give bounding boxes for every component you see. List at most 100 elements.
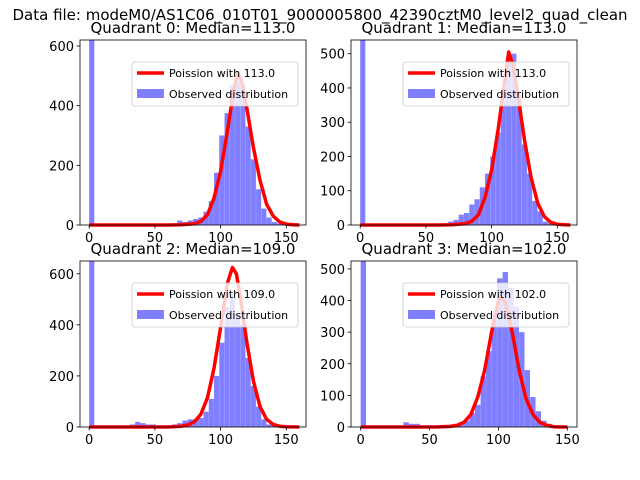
histogram-bar	[229, 294, 235, 427]
legend-patch-swatch	[408, 310, 435, 319]
legend-label-observed: Observed distribution	[169, 309, 288, 322]
x-tick-label: 150	[545, 231, 570, 246]
legend-patch-swatch	[137, 89, 164, 98]
histogram-bar	[513, 306, 519, 427]
histogram-bar	[486, 351, 492, 427]
subplot-title: Quadrant 1: Median=113.0	[362, 19, 567, 37]
legend-label-observed: Observed distribution	[440, 309, 559, 322]
histogram-bar	[464, 213, 470, 225]
axes-frame	[350, 260, 578, 428]
histogram-bar	[542, 221, 548, 225]
x-tick-label: 50	[418, 231, 435, 246]
histogram-bar	[490, 156, 496, 225]
histogram-bar	[464, 420, 470, 427]
axes-frame	[79, 39, 307, 226]
histogram-bar	[208, 398, 214, 427]
histogram-bar	[256, 189, 262, 225]
histogram-bar	[198, 418, 204, 427]
histogram-bar	[403, 422, 409, 427]
histogram-bar	[537, 211, 543, 225]
x-tick-label: 100	[479, 231, 504, 246]
axes-frame	[79, 260, 307, 428]
histogram-bar	[491, 313, 497, 427]
legend-patch-swatch	[408, 89, 435, 98]
subplot-title: Quadrant 3: Median=102.0	[362, 240, 567, 258]
legend-label-poisson: Poission with 102.0	[440, 288, 546, 301]
legend: Poission with 102.0 Observed distribution	[402, 282, 570, 328]
histogram-bar	[89, 261, 95, 427]
y-tick-label: 600	[49, 40, 74, 55]
histogram-bar	[229, 84, 235, 226]
y-tick-label: 0	[337, 219, 345, 234]
x-tick-label: 100	[208, 231, 233, 246]
histogram-bar	[193, 419, 199, 427]
y-tick-label: 200	[49, 159, 74, 174]
x-tick-label: 0	[85, 433, 93, 448]
histogram-bar	[208, 201, 214, 225]
histogram-bar	[256, 406, 262, 427]
histogram-bar	[245, 126, 251, 225]
histogram-bar	[235, 314, 241, 427]
histogram-bar	[235, 81, 241, 225]
y-tick-label: 0	[337, 421, 345, 436]
legend: Poission with 109.0 Observed distribution	[131, 282, 299, 328]
legend-label-poisson: Poission with 113.0	[169, 67, 275, 80]
histogram-bar	[271, 222, 277, 225]
histogram-bar	[214, 375, 220, 427]
y-tick-label: 500	[320, 48, 345, 63]
legend-label-observed: Observed distribution	[169, 88, 288, 101]
y-tick-label: 600	[49, 268, 74, 283]
subplot-title: Quadrant 0: Median=113.0	[91, 19, 296, 37]
histogram-bar	[500, 87, 506, 226]
subplot-quadrant-1: 0 50 100 150 0 100 200 300 400 500 Quadrant 1: Med…	[320, 19, 578, 246]
x-tick-label: 100	[486, 433, 511, 448]
x-tick-label: 150	[555, 433, 580, 448]
y-tick-label: 400	[49, 100, 74, 115]
y-tick-label: 100	[320, 185, 345, 200]
histogram-bar	[89, 40, 95, 225]
legend-box	[131, 282, 299, 328]
histogram-bar	[360, 40, 366, 225]
axes-frame	[350, 39, 578, 226]
x-tick-label: 0	[356, 231, 364, 246]
histogram-bar	[495, 132, 501, 225]
histogram-bar	[475, 404, 481, 427]
histogram-bar	[245, 358, 251, 427]
figure-suptitle: Data file: modeM0/AS1C06_010T01_90000058…	[12, 6, 627, 25]
histogram-bar	[224, 306, 230, 427]
subplot-quadrant-2: 0 50 100 150 0 200 400 600 Quadrant 2: Median=10…	[49, 240, 307, 448]
histogram-bar	[548, 223, 554, 225]
histogram-bar	[219, 342, 225, 427]
y-tick-label: 400	[320, 82, 345, 97]
histogram-bar	[458, 214, 464, 225]
histogram-bar	[261, 419, 267, 427]
histogram-bar	[532, 201, 538, 225]
histogram-bar	[250, 386, 256, 427]
histogram-bar	[516, 94, 522, 225]
legend-label-poisson: Poission with 113.0	[440, 67, 546, 80]
histogram-bar	[203, 411, 209, 427]
legend-label-poisson: Poission with 109.0	[169, 288, 275, 301]
x-tick-label: 50	[147, 231, 164, 246]
legend-box	[131, 61, 299, 107]
subplot-title: Quadrant 2: Median=109.0	[91, 240, 296, 258]
histogram-bar	[485, 173, 491, 225]
histogram-bar	[214, 172, 220, 225]
histogram-bar	[266, 424, 272, 427]
y-tick-label: 0	[66, 421, 74, 436]
subplot-quadrant-3: 0 50 100 150 0 100 200 300 400 500 Quadrant 3: Med…	[320, 240, 580, 448]
poisson-curve	[89, 265, 300, 429]
histogram-bar	[250, 159, 256, 225]
y-tick-label: 200	[320, 358, 345, 373]
x-tick-label: 0	[357, 433, 365, 448]
subplot-quadrant-0: 0 50 100 150 0 200 400 600 Quadrant 0: Median=11…	[49, 19, 307, 246]
x-tick-label: 150	[274, 231, 299, 246]
y-tick-label: 300	[320, 326, 345, 341]
legend-box	[402, 282, 570, 328]
legend: Poission with 113.0 Observed distribution	[131, 61, 299, 107]
histogram-bar	[521, 144, 527, 225]
histogram-bar	[506, 57, 512, 225]
histogram-bar	[527, 173, 533, 225]
histogram-bar	[508, 287, 514, 427]
